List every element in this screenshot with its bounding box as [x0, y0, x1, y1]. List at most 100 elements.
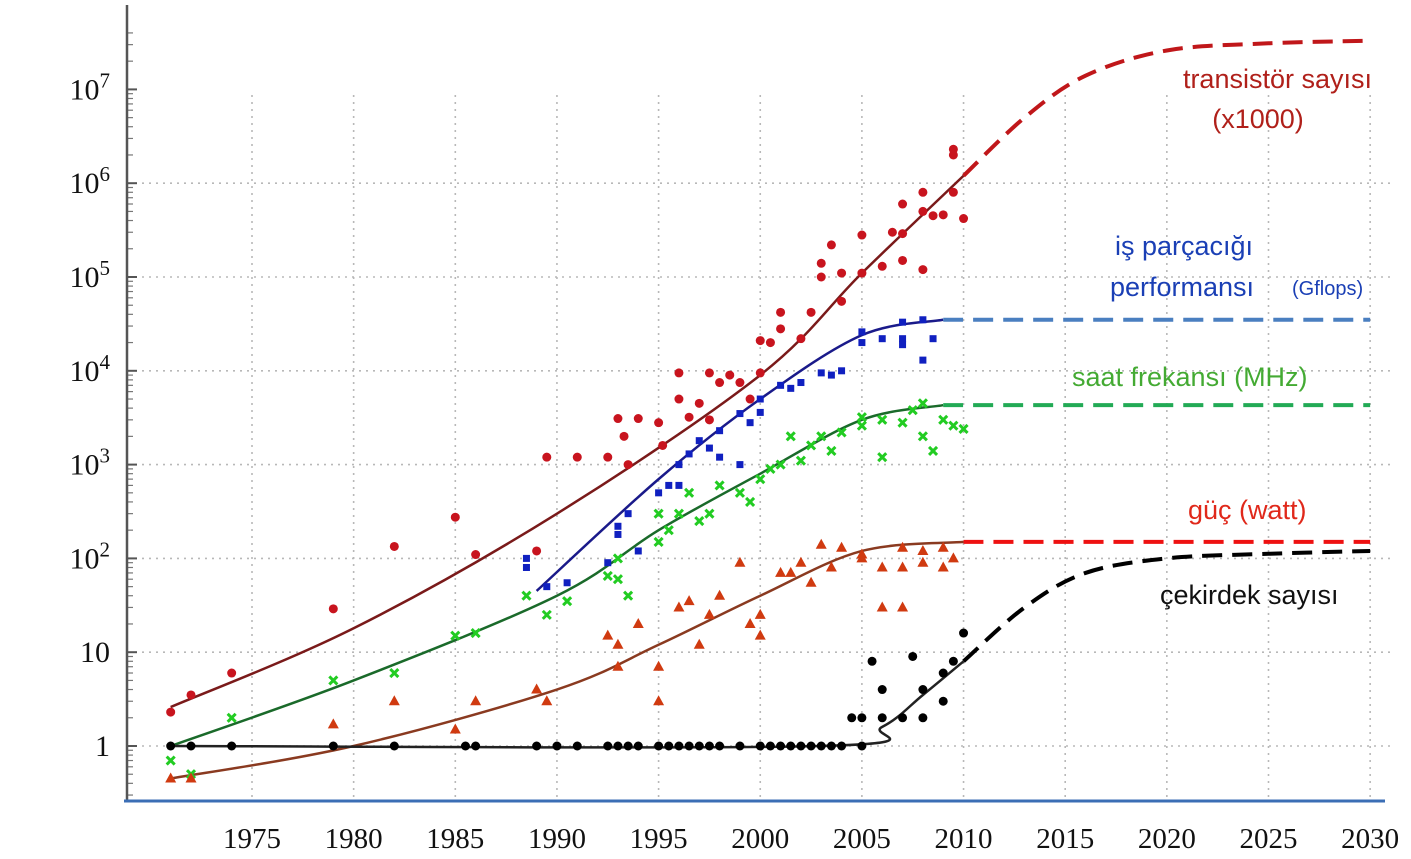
single-thread-performance-point [787, 384, 795, 392]
power-point [653, 695, 665, 706]
core-count-point [806, 741, 816, 751]
transistor-count-point [694, 398, 704, 408]
single-thread-performance-point [858, 339, 866, 347]
clock-frequency-point [948, 420, 959, 431]
single-thread-performance-point [522, 554, 530, 562]
transistor-count-point [796, 334, 806, 344]
clock-frequency-point [765, 463, 776, 474]
power-point [744, 617, 756, 628]
y-tick-exponent: 2 [100, 537, 111, 561]
power-point [897, 541, 909, 552]
core-count-point [389, 741, 399, 751]
transistor-count-point [654, 418, 664, 428]
transistor-count-point [948, 187, 958, 197]
transistor-count-trend-line [170, 174, 965, 709]
core-count-point [694, 741, 704, 751]
clock-frequency-point [877, 414, 888, 425]
y-tick-base: 1 [95, 730, 110, 763]
core-count-point [552, 741, 562, 751]
single-thread-performance-point [634, 547, 642, 555]
clock-frequency-point [714, 480, 725, 491]
label-cores: çekirdek sayısı [1160, 580, 1339, 610]
clock-frequency-point [612, 553, 624, 564]
x-tick-label: 2000 [731, 823, 789, 855]
core-count-point [948, 656, 958, 666]
clock-frequency-point [917, 431, 928, 442]
core-count-point [857, 741, 867, 751]
clock-frequency-point [775, 459, 786, 470]
single-thread-performance-point [756, 408, 764, 416]
transistor-count-point [735, 378, 745, 388]
core-count-point [826, 741, 836, 751]
core-count-point [328, 741, 338, 751]
core-count-point [227, 741, 237, 751]
core-count-point [460, 741, 470, 751]
transistor-count-point [450, 512, 460, 522]
single-thread-performance-point [797, 379, 805, 387]
transistor-count-point [938, 210, 948, 220]
power-point [734, 556, 746, 567]
transistor-count-point [704, 368, 714, 378]
transistor-count-point [898, 255, 908, 265]
power-point [795, 556, 807, 567]
clock-frequency-point [877, 452, 888, 463]
power-point [754, 629, 766, 640]
y-tick-base: 10 [70, 449, 100, 482]
power-point [917, 544, 929, 555]
transistor-count-point [765, 338, 775, 348]
core-count-point [715, 741, 725, 751]
single-thread-performance-point [705, 444, 713, 452]
transistor-count-point [826, 240, 836, 250]
core-count-point [918, 713, 928, 723]
x-tick-label: 2010 [935, 823, 993, 855]
core-count-point [664, 741, 674, 751]
clock-frequency-point [165, 755, 176, 766]
clock-frequency-point [897, 417, 908, 428]
clock-frequency-point [684, 487, 695, 498]
transistor-count-point [745, 394, 755, 404]
transistor-count-point [227, 668, 237, 678]
power-point [632, 617, 644, 628]
single-thread-performance-point [827, 371, 835, 379]
single-thread-performance-point [899, 341, 907, 349]
x-tick-label: 2030 [1341, 823, 1399, 855]
transistor-count-point [755, 368, 765, 378]
core-count-point [796, 741, 806, 751]
y-tick-exponent: 7 [100, 68, 111, 92]
label-transistor-line2: (x1000) [1212, 104, 1304, 134]
core-count-point [735, 741, 745, 751]
y-tick-base: 10 [70, 542, 100, 575]
power-point [917, 556, 929, 567]
x-tick-label: 1980 [325, 823, 383, 855]
core-count-point [623, 741, 633, 751]
power-point [897, 561, 909, 572]
power-point [785, 566, 797, 577]
core-count-point [471, 741, 481, 751]
transistor-count-point [674, 368, 684, 378]
power-point [327, 718, 339, 729]
single-thread-performance-point [756, 395, 764, 403]
clock-frequency-point [856, 412, 867, 423]
data-points [165, 144, 969, 783]
transistor-count-point [684, 412, 694, 422]
clock-frequency-point [694, 516, 705, 527]
power-point [815, 538, 827, 549]
core-count-point [867, 656, 877, 666]
transistor-count-point [857, 230, 867, 240]
single-thread-performance-point [929, 335, 937, 343]
core-count-point [674, 741, 684, 751]
transistor-count-point [887, 227, 897, 237]
single-thread-performance-point [716, 427, 724, 435]
clock-frequency-point [836, 427, 847, 438]
transistor-count-point [755, 336, 765, 346]
y-tick-base: 10 [80, 636, 110, 669]
core-count-point [877, 685, 887, 695]
transistor-count-point [837, 296, 847, 306]
clock-frequency-point [816, 431, 827, 442]
transistor-count-point [857, 268, 867, 278]
series-labels: transistör sayısı (x1000) iş parçacığı p… [1072, 64, 1372, 610]
power-point [714, 589, 726, 600]
transistor-count-point [948, 144, 958, 154]
transistor-count-point [806, 307, 816, 317]
